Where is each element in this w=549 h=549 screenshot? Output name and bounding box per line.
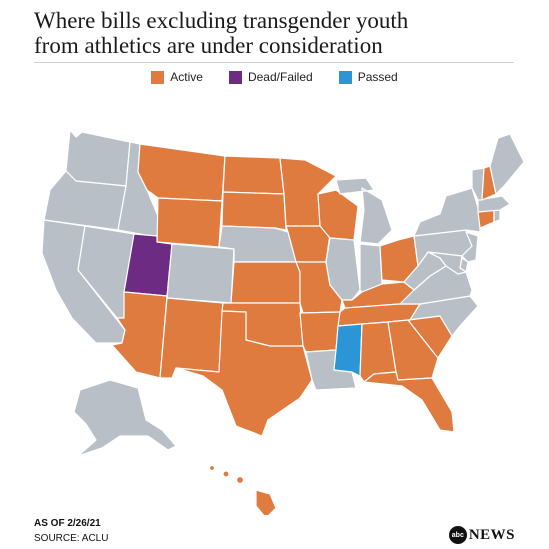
legend-swatch-active — [151, 70, 165, 84]
news-wordmark: NEWS — [468, 526, 515, 543]
state-VT — [471, 167, 485, 201]
state-SD — [221, 191, 287, 231]
state-NM — [159, 297, 224, 379]
state-WY — [156, 197, 223, 248]
title-line-2: from athletics are under consideration — [34, 33, 383, 58]
state-WA — [65, 129, 131, 187]
state-CT — [477, 209, 495, 229]
title-divider — [34, 62, 514, 63]
legend-label-dead: Dead/Failed — [247, 70, 313, 84]
state-FL — [363, 371, 455, 433]
chart-title: Where bills excluding transgender youth … — [34, 8, 534, 58]
legend-item-passed: Passed — [338, 70, 398, 84]
source-note: SOURCE: ACLU — [34, 533, 109, 544]
state-HI — [208, 464, 277, 515]
state-AK — [73, 379, 177, 457]
state-MI — [335, 177, 393, 245]
state-NC — [407, 295, 479, 337]
title-line-1: Where bills excluding transgender youth — [34, 8, 409, 33]
state-MD — [427, 251, 467, 275]
state-RI — [493, 209, 501, 223]
legend-swatch-passed — [338, 70, 352, 84]
legend-item-active: Active — [151, 70, 203, 84]
state-MA — [477, 195, 511, 213]
state-MS — [333, 323, 363, 377]
state-AR — [299, 311, 341, 353]
state-TX — [175, 310, 313, 437]
as-of-date: AS OF 2/26/21 — [34, 518, 101, 529]
legend-label-active: Active — [170, 70, 203, 84]
state-MT — [137, 143, 226, 202]
abc-news-logo: abc NEWS — [448, 526, 515, 544]
abc-logo-mark: abc — [448, 526, 467, 544]
legend-swatch-dead — [228, 70, 242, 84]
us-map — [41, 129, 525, 515]
state-ME — [489, 133, 525, 195]
state-NY — [413, 187, 481, 237]
state-ND — [222, 155, 285, 195]
legend: Active Dead/Failed Passed — [0, 70, 549, 84]
legend-item-dead: Dead/Failed — [228, 70, 313, 84]
state-CO — [166, 243, 235, 304]
legend-label-passed: Passed — [357, 70, 398, 84]
state-KS — [230, 261, 301, 304]
